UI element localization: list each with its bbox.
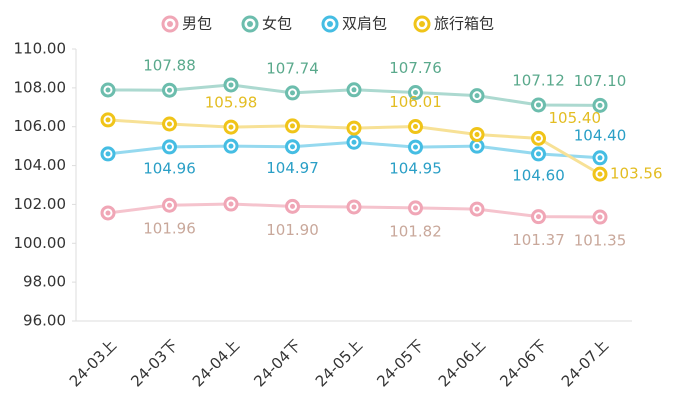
value-label: 101.82 <box>389 222 442 240</box>
point-dot <box>351 204 357 210</box>
y-tick-label: 110.00 <box>14 40 67 58</box>
point-dot <box>597 214 603 220</box>
point-dot <box>228 143 234 149</box>
point-dot <box>167 202 172 208</box>
legend-label: 旅行箱包 <box>434 15 494 33</box>
point-dot <box>474 93 480 99</box>
point-dot <box>290 144 295 150</box>
value-label: 103.56 <box>610 165 663 183</box>
value-label: 107.76 <box>389 59 442 77</box>
point-dot <box>536 135 541 141</box>
value-label: 104.95 <box>389 160 442 178</box>
point-dot <box>105 151 111 157</box>
legend-item: 女包 <box>241 15 292 33</box>
value-label: 105.98 <box>205 94 258 112</box>
x-tick-label: 24-06上 <box>435 336 489 390</box>
point-dot <box>474 143 480 149</box>
value-label: 107.74 <box>266 59 319 77</box>
x-tick-label: 24-05下 <box>373 336 427 390</box>
point-dot <box>413 205 418 211</box>
value-label: 107.12 <box>512 71 565 89</box>
point-dot <box>413 144 418 150</box>
y-tick-label: 98.00 <box>23 273 66 291</box>
point-dot <box>105 210 111 216</box>
value-label: 104.60 <box>512 166 565 184</box>
point-dot <box>413 124 418 130</box>
point-dot <box>105 87 111 93</box>
point-dot <box>474 206 480 212</box>
legend-marker-dot <box>167 21 173 27</box>
legend-marker-dot <box>419 21 425 27</box>
value-label: 104.97 <box>266 159 319 177</box>
point-dot <box>290 123 295 129</box>
value-label: 107.88 <box>143 57 196 75</box>
x-tick-label: 24-04上 <box>189 336 243 390</box>
value-label: 101.96 <box>143 220 196 238</box>
point-dot <box>228 201 234 207</box>
y-tick-label: 100.00 <box>14 234 67 252</box>
x-tick-label: 24-04下 <box>250 336 304 390</box>
value-label: 105.40 <box>549 109 602 127</box>
x-tick-label: 24-03上 <box>66 336 120 390</box>
y-tick-label: 96.00 <box>23 312 66 330</box>
y-tick-label: 104.00 <box>14 156 67 174</box>
point-dot <box>351 125 357 131</box>
value-label: 104.96 <box>143 159 196 177</box>
point-dot <box>228 82 234 88</box>
legend-item: 旅行箱包 <box>413 15 494 33</box>
point-dot <box>597 171 603 177</box>
legend-marker-dot <box>247 21 253 27</box>
point-dot <box>536 102 541 108</box>
x-tick-label: 24-06下 <box>496 336 550 390</box>
legend-label: 双肩包 <box>342 15 387 33</box>
point-dot <box>536 151 541 157</box>
point-dot <box>167 87 172 93</box>
point-dot <box>105 117 111 123</box>
value-label: 107.10 <box>574 72 627 90</box>
point-dot <box>536 214 541 220</box>
point-dot <box>597 155 603 161</box>
point-dot <box>290 90 295 96</box>
y-tick-label: 108.00 <box>14 78 67 96</box>
point-dot <box>290 203 295 209</box>
value-label: 101.37 <box>512 231 565 249</box>
point-dot <box>228 124 234 130</box>
x-tick-label: 24-05上 <box>312 336 366 390</box>
point-dot <box>597 102 603 108</box>
value-label: 101.35 <box>574 232 627 250</box>
point-dot <box>351 87 357 93</box>
value-label: 104.40 <box>574 126 627 144</box>
legend-item: 男包 <box>161 15 212 33</box>
point-dot <box>413 90 418 96</box>
legend-item: 双肩包 <box>321 15 387 33</box>
point-dot <box>167 121 172 127</box>
x-tick-label: 24-03下 <box>127 336 181 390</box>
y-tick-label: 106.00 <box>14 117 67 135</box>
x-tick-label: 24-07上 <box>558 336 612 390</box>
legend-label: 男包 <box>182 15 212 33</box>
y-tick-label: 102.00 <box>14 195 67 213</box>
point-dot <box>167 144 172 150</box>
point-dot <box>474 131 480 137</box>
legend-marker-dot <box>327 21 333 27</box>
value-label: 106.01 <box>389 93 442 111</box>
value-label: 101.90 <box>266 221 319 239</box>
point-dot <box>351 139 357 145</box>
legend-label: 女包 <box>262 15 292 33</box>
